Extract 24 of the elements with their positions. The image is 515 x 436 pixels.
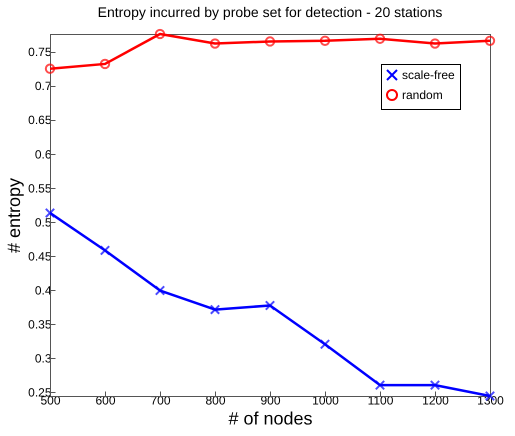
- point: [154, 285, 166, 296]
- point: [44, 64, 56, 74]
- point: [100, 58, 110, 70]
- point: [320, 36, 330, 46]
- point: [320, 339, 330, 350]
- point: [44, 208, 56, 218]
- point: [264, 300, 276, 311]
- chart-title: Entropy incurred by probe set for detection - 20 stations: [98, 4, 442, 20]
- point: [374, 34, 386, 44]
- legend-label: random: [402, 88, 443, 102]
- point: [100, 245, 110, 256]
- x-tick-label: 1300: [477, 394, 504, 408]
- point: [264, 36, 276, 47]
- point: [430, 38, 440, 49]
- x-axis-title: # of nodes: [228, 408, 313, 428]
- point: [374, 380, 386, 390]
- y-axis-title: # entropy: [4, 178, 24, 254]
- legend-label: scale-free: [402, 68, 456, 82]
- point: [210, 38, 220, 49]
- point: [484, 36, 496, 46]
- point: [430, 380, 440, 390]
- point: [210, 304, 220, 315]
- point: [154, 28, 166, 40]
- y-tick-label: 0.7: [34, 79, 52, 94]
